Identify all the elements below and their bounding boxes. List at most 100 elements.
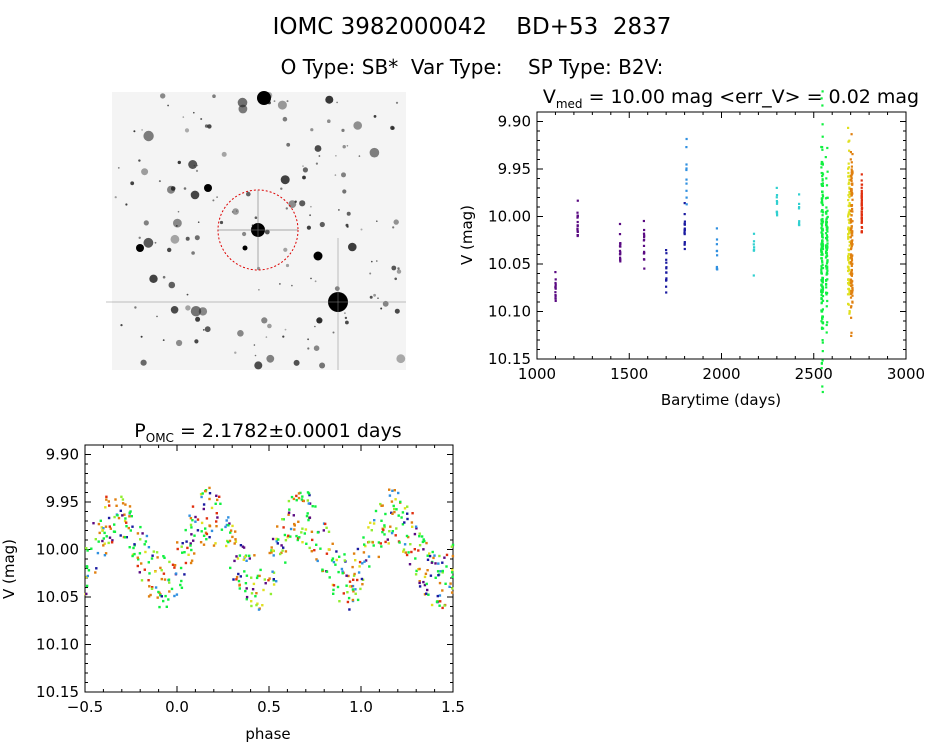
data-point: [295, 534, 298, 538]
data-point: [752, 243, 755, 246]
data-point: [851, 230, 854, 233]
data-point: [136, 556, 139, 559]
background-star: [184, 128, 190, 133]
data-point: [105, 535, 108, 538]
data-point: [860, 198, 863, 202]
data-point: [848, 139, 851, 142]
background-star: [185, 236, 190, 241]
background-star: [158, 180, 161, 183]
data-point: [237, 579, 241, 583]
data-point: [293, 528, 296, 531]
data-point: [554, 294, 557, 297]
background-star: [336, 101, 338, 104]
data-point: [108, 536, 112, 539]
background-star: [254, 216, 258, 219]
data-point: [361, 583, 364, 586]
data-point: [352, 590, 355, 593]
data-point: [554, 281, 557, 285]
data-point: [850, 331, 853, 334]
data-point: [554, 271, 557, 274]
data-point: [850, 177, 853, 180]
data-point: [850, 247, 853, 250]
data-point: [116, 514, 119, 517]
background-star: [219, 220, 224, 225]
data-point: [820, 326, 824, 329]
data-point: [245, 559, 248, 562]
data-point: [826, 244, 829, 247]
data-point: [301, 495, 304, 498]
data-point: [234, 538, 237, 541]
data-point: [245, 574, 249, 577]
data-point: [847, 182, 850, 186]
data-point: [820, 201, 823, 204]
data-point: [685, 189, 688, 192]
data-point: [296, 537, 300, 540]
data-point: [147, 579, 150, 582]
background-star: [394, 308, 400, 314]
data-point: [136, 532, 140, 535]
data-point: [319, 547, 322, 550]
data-point: [395, 508, 398, 511]
data-point: [290, 495, 294, 499]
data-point: [257, 608, 261, 611]
data-point: [231, 524, 234, 528]
data-point: [847, 255, 850, 258]
background-star: [344, 316, 348, 320]
chart2-x-tick-label: 1.5: [441, 698, 465, 716]
data-point: [358, 565, 361, 568]
background-star: [234, 351, 237, 354]
data-point: [406, 512, 409, 515]
background-star: [133, 130, 136, 133]
data-point: [420, 535, 424, 538]
background-star: [167, 247, 172, 253]
data-point: [826, 272, 829, 275]
data-point: [98, 531, 101, 535]
data-point: [158, 605, 161, 609]
background-star: [114, 196, 117, 199]
data-point: [821, 341, 824, 344]
data-point: [850, 270, 853, 273]
data-point: [250, 604, 253, 608]
data-point: [821, 277, 824, 280]
data-point: [860, 173, 863, 176]
data-point: [665, 279, 668, 282]
data-point: [821, 315, 824, 318]
data-point: [825, 262, 829, 265]
data-point: [847, 293, 851, 296]
data-point: [820, 284, 823, 287]
data-point: [242, 558, 245, 561]
background-star: [358, 155, 361, 157]
background-star: [170, 234, 180, 244]
data-point: [254, 595, 257, 598]
data-point: [95, 567, 98, 570]
data-point: [350, 585, 353, 588]
data-point: [433, 554, 436, 557]
data-point: [426, 558, 430, 561]
data-point: [403, 543, 407, 546]
data-point: [434, 562, 437, 565]
data-point: [286, 536, 289, 539]
data-point: [270, 546, 273, 549]
data-point: [215, 494, 218, 497]
data-point: [850, 290, 853, 293]
data-point: [821, 308, 824, 311]
data-point: [164, 594, 167, 598]
data-point: [860, 179, 863, 182]
data-point: [850, 193, 853, 197]
data-point: [860, 191, 863, 195]
data-point: [850, 232, 853, 235]
data-point: [390, 500, 394, 503]
data-point: [826, 209, 829, 212]
data-point: [250, 592, 254, 595]
data-point: [102, 537, 105, 540]
data-point: [227, 524, 230, 527]
phased-light-curve-chart: POMC = 2.1782±0.0001 days −0.5 0.0 0.5 1.0 1…: [0, 420, 465, 743]
background-star: [396, 354, 406, 364]
data-point: [352, 552, 356, 555]
data-point: [439, 570, 442, 573]
data-point: [847, 175, 850, 178]
data-point: [821, 385, 824, 388]
data-point: [826, 269, 829, 272]
data-point: [354, 588, 357, 591]
data-point: [847, 278, 850, 281]
